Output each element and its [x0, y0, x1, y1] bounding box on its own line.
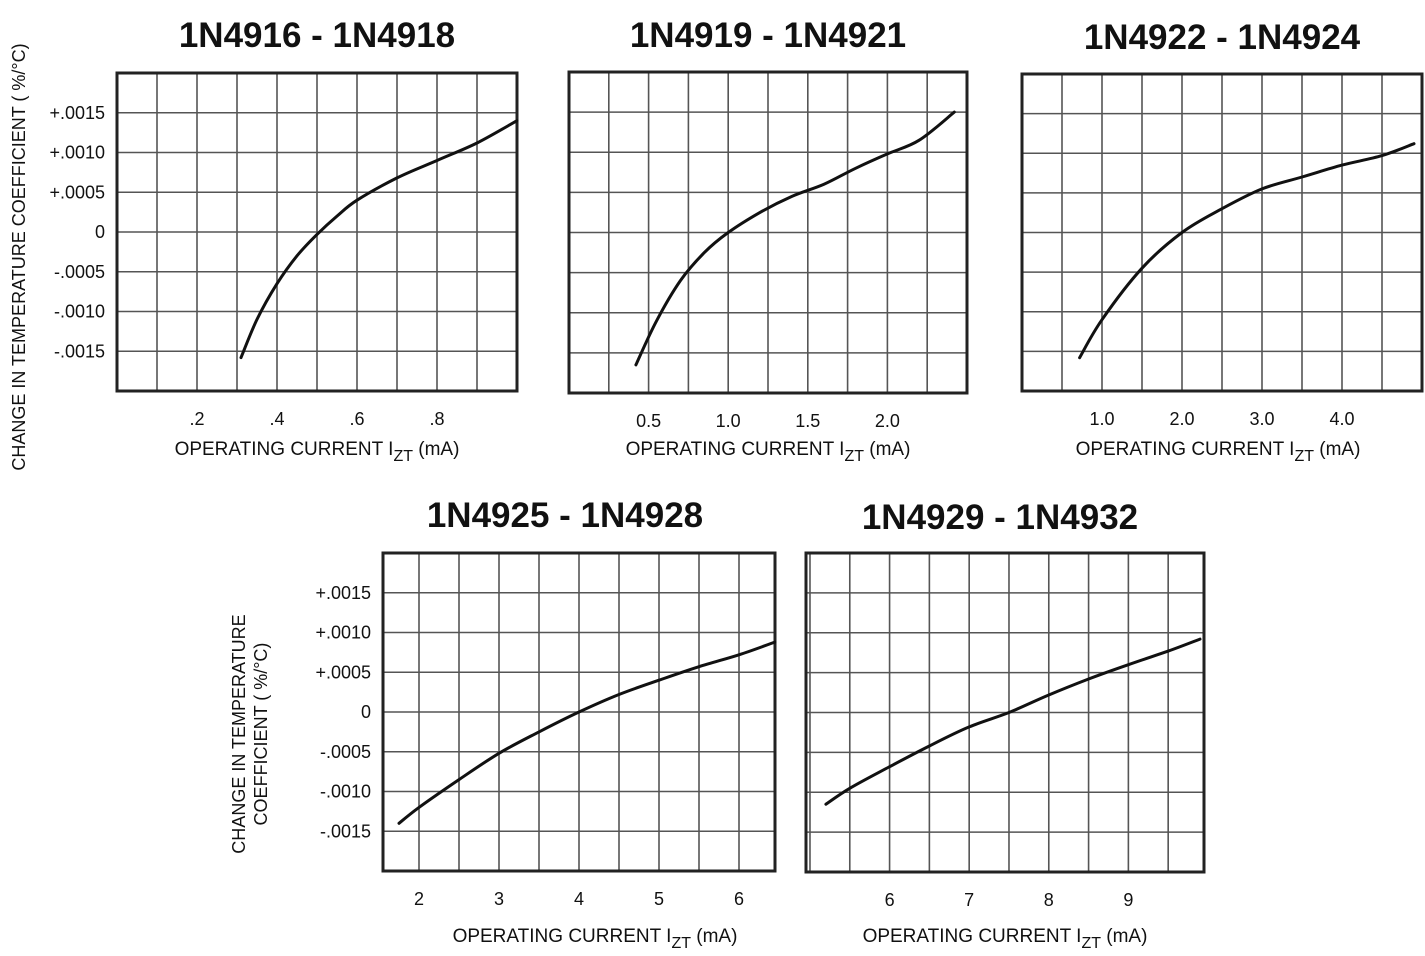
panel-title-1n4916: 1N4916 - 1N4918	[178, 16, 456, 55]
x-axis-label-unit: (mA)	[690, 926, 738, 947]
x-tick-label: .8	[429, 409, 444, 429]
x-axis-label-sub: ZT	[1294, 448, 1314, 465]
x-axis-label-sub: ZT	[844, 448, 864, 465]
x-tick-label: 1.0	[1089, 409, 1114, 429]
x-axis-label-1n4922: OPERATING CURRENT IZT (mA)	[1018, 438, 1418, 469]
x-tick-label: 2.0	[1169, 409, 1194, 429]
x-tick-label: 4	[574, 889, 584, 909]
x-axis-label-unit: (mA)	[412, 439, 460, 460]
x-tick-label: 3	[494, 889, 504, 909]
y-tick-label: +.0005	[49, 182, 105, 202]
x-axis-label-1n4919: OPERATING CURRENT IZT (mA)	[568, 438, 968, 469]
x-axis-label-1n4925: OPERATING CURRENT IZT (mA)	[395, 925, 795, 956]
x-tick-label: 0.5	[636, 411, 661, 431]
y-tick-label: -.0015	[320, 821, 371, 841]
panel-title-1n4919: 1N4919 - 1N4921	[629, 16, 907, 55]
y-tick-label: -.0015	[54, 341, 105, 361]
x-axis-label-main: OPERATING CURRENT I	[862, 926, 1082, 947]
x-tick-label: 1.5	[795, 411, 820, 431]
y-tick-label: 0	[361, 702, 371, 722]
x-tick-label: 7	[964, 890, 974, 910]
plot-frame	[115, 71, 519, 393]
x-tick-label: 5	[654, 889, 664, 909]
x-axis-label-main: OPERATING CURRENT I	[452, 926, 672, 947]
series-line-1	[824, 637, 1202, 806]
panel-title-1n4929: 1N4929 - 1N4932	[861, 498, 1139, 537]
x-tick-label: 3.0	[1249, 409, 1274, 429]
y-tick-label: -.0005	[320, 742, 371, 762]
x-axis-label-1n4916: OPERATING CURRENT IZT (mA)	[117, 438, 517, 469]
x-axis-label-sub: ZT	[393, 448, 413, 465]
y-tick-label: -.0010	[54, 302, 105, 322]
x-tick-label: 1.0	[716, 411, 741, 431]
x-axis-label-sub: ZT	[671, 935, 691, 952]
x-tick-label: 6	[885, 890, 895, 910]
panel-title-1n4922: 1N4922 - 1N4924	[1083, 18, 1361, 57]
chart-panel-1: .2 .4 .6 .8 +.0015 +.0010 +.0005 0 -.0005 -.0010 -…	[49, 71, 519, 429]
x-tick-label: 8	[1044, 890, 1054, 910]
x-tick-label: 2	[414, 889, 424, 909]
y-tick-label: 0	[95, 222, 105, 242]
x-tick-label: .2	[189, 409, 204, 429]
chart-panel-3: 1.0 2.0 3.0 4.0	[1020, 72, 1424, 429]
plot-frame	[381, 551, 777, 873]
y-tick-label: +.0005	[315, 662, 371, 682]
y-tick-label: +.0010	[49, 143, 105, 163]
x-axis-label-unit: (mA)	[1100, 926, 1148, 947]
plot-frame	[567, 70, 969, 395]
x-axis-label-1n4929: OPERATING CURRENT IZT (mA)	[805, 925, 1205, 956]
x-axis-label-main: OPERATING CURRENT I	[174, 439, 394, 460]
x-axis-label-main: OPERATING CURRENT I	[1075, 439, 1295, 460]
plot-frame	[1020, 72, 1424, 393]
x-tick-label: 4.0	[1329, 409, 1354, 429]
y-tick-label: -.0005	[54, 262, 105, 282]
x-axis-label-sub: ZT	[1081, 935, 1101, 952]
x-tick-label: .6	[349, 409, 364, 429]
y-tick-label: -.0010	[320, 782, 371, 802]
series-line-1	[397, 640, 777, 825]
x-tick-label: 2.0	[875, 411, 900, 431]
series-line-1	[1078, 142, 1416, 360]
x-tick-label: 6	[734, 889, 744, 909]
chart-panel-4: 2 3 4 5 6 +.0015 +.0010 +.0005 0 -.0005 -.0010 -.00…	[315, 551, 777, 909]
series-line-1	[239, 119, 519, 360]
chart-panel-5: 6 7 8 9	[804, 551, 1206, 910]
x-tick-label: .4	[269, 409, 284, 429]
y-tick-label: +.0010	[315, 623, 371, 643]
chart-panel-2: 0.5 1.0 1.5 2.0	[567, 70, 969, 431]
x-axis-label-unit: (mA)	[1313, 439, 1361, 460]
y-tick-label: +.0015	[315, 583, 371, 603]
panel-title-1n4925: 1N4925 - 1N4928	[426, 496, 704, 535]
x-axis-label-unit: (mA)	[863, 439, 911, 460]
series-line-1	[634, 110, 956, 367]
y-tick-label: +.0015	[49, 103, 105, 123]
plot-frame	[804, 551, 1206, 874]
x-axis-label-main: OPERATING CURRENT I	[625, 439, 845, 460]
x-tick-label: 9	[1123, 890, 1133, 910]
